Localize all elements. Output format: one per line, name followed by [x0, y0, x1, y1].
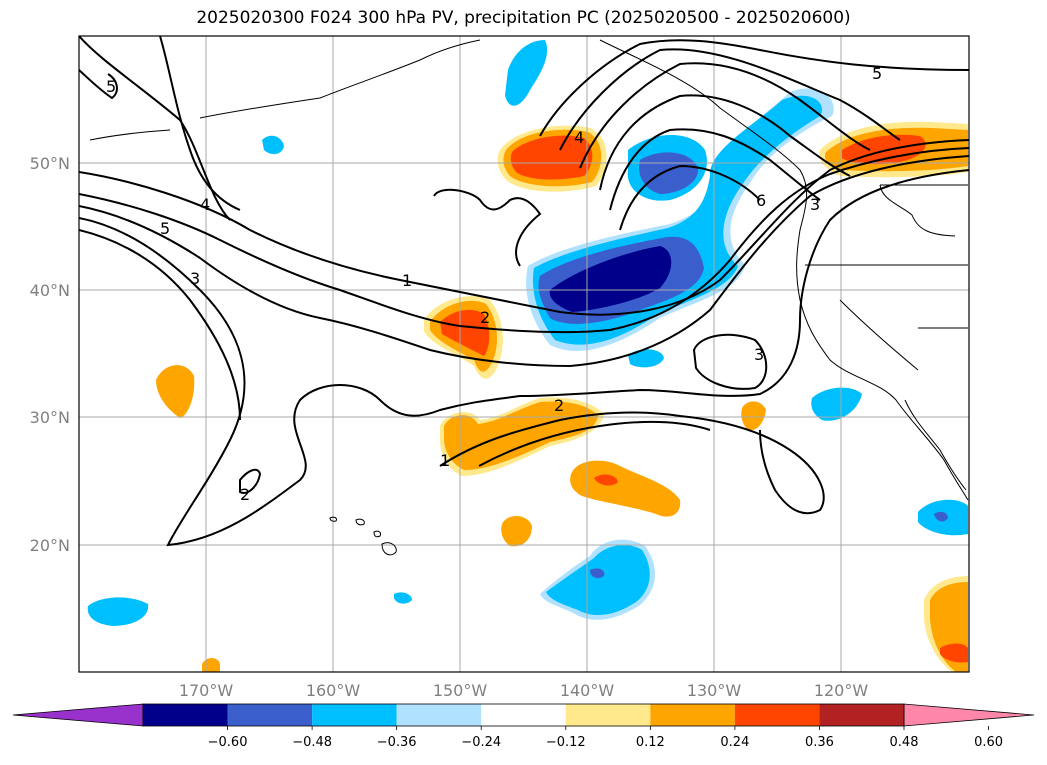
pv-contour [79, 69, 118, 100]
precip-positive-region [940, 643, 968, 663]
colorbar-box [396, 704, 482, 726]
precip-positive-region [741, 401, 766, 431]
colorbar-tick-label: 0.48 [890, 735, 919, 750]
colorbar-box [227, 704, 313, 726]
pv-contour [559, 48, 901, 151]
precip-positive-region [510, 135, 593, 180]
contour-label: 1 [440, 451, 450, 470]
precip-negative-region [590, 568, 605, 578]
colorbar-extend-high [903, 703, 1035, 727]
longitude-labels: 170°W 160°W 150°W 140°W 130°W 120°W [179, 681, 869, 700]
latitude-labels: 50°N 40°N 30°N 20°N [30, 154, 70, 555]
colorbar-box [312, 704, 397, 726]
colorbar-tick-label: −0.12 [546, 735, 586, 750]
precip-positive-region [202, 658, 220, 672]
precip-positive-region [501, 515, 532, 547]
colorbar-tick-label: −0.36 [377, 735, 417, 750]
contour-label: 5 [106, 77, 116, 96]
lat-label: 50°N [30, 154, 70, 173]
contour-label: 1 [402, 271, 412, 290]
map-title: 2025020300 F024 300 hPa PV, precipitatio… [196, 8, 851, 28]
gridlines [79, 36, 969, 672]
contour-label: 4 [200, 195, 210, 214]
contour-label: 6 [756, 191, 766, 210]
precip-negative-region [934, 511, 948, 522]
pv-contour [79, 36, 231, 221]
precip-positive-region [570, 460, 681, 517]
pv-contour [79, 169, 969, 547]
precip-negative-region [394, 592, 412, 604]
contour-label: 2 [480, 308, 490, 327]
precip-negative-region [628, 349, 664, 368]
colorbar-tick-label: 0.60 [974, 735, 1003, 750]
lon-label: 120°W [814, 681, 869, 700]
precip-negative-region [262, 135, 284, 155]
precip-positive-region [594, 474, 618, 486]
colorbar-tick-label: −0.60 [208, 735, 248, 750]
colorbar-box [143, 704, 228, 726]
pv-contour [79, 155, 969, 368]
pv-contour [439, 411, 825, 515]
precip-positive-region [444, 401, 598, 470]
contour-label: 2 [240, 485, 250, 504]
coastlines [89, 39, 969, 501]
pv-contour [79, 139, 969, 316]
precip-negative-region [87, 597, 149, 626]
pv-contour [579, 62, 871, 169]
lat-label: 30°N [30, 408, 70, 427]
pv-contour [79, 147, 969, 334]
contour-label: 2 [554, 396, 564, 415]
pv-contour [539, 39, 969, 137]
precip-negative-region [546, 544, 650, 616]
colorbar-box [650, 704, 735, 726]
colorbar-tick-label: −0.24 [461, 735, 501, 750]
lon-label: 150°W [433, 681, 488, 700]
colorbar-box [481, 704, 566, 726]
lat-label: 40°N [30, 281, 70, 300]
map-frame [78, 35, 970, 673]
precip-negative-region [549, 246, 672, 312]
contour-label: 5 [872, 64, 882, 83]
contour-label: 4 [574, 128, 584, 147]
precip-shading [87, 40, 968, 672]
pv-contour [692, 333, 768, 390]
pv-contour [609, 128, 821, 211]
colorbar-box [565, 704, 651, 726]
colorbar-extend-low [12, 703, 144, 727]
contour-label: 5 [160, 219, 170, 238]
colorbar-box [734, 704, 820, 726]
pv-contour [619, 164, 761, 231]
pv-contour [478, 420, 711, 467]
colorbar-tick-label: 0.24 [720, 735, 749, 750]
colorbar-box [819, 704, 904, 726]
contour-label: 3 [190, 269, 200, 288]
precip-positive-region [440, 309, 490, 356]
pv-contour [433, 188, 542, 267]
lon-label: 130°W [687, 681, 742, 700]
contour-label: 3 [810, 195, 820, 214]
contour-label: 3 [754, 345, 764, 364]
pv-contour [79, 229, 241, 421]
precip-negative-region [505, 40, 548, 106]
pv-contour [159, 36, 241, 211]
lat-label: 20°N [30, 536, 70, 555]
pv-contours [79, 36, 969, 547]
colorbar: −0.60 −0.48 −0.36 −0.24 −0.12 0.12 0.24 0.36 0.4… [12, 703, 1035, 750]
lon-label: 140°W [560, 681, 615, 700]
pv-contour [239, 468, 262, 494]
colorbar-tick-label: −0.48 [292, 735, 332, 750]
precip-negative-region [811, 387, 862, 421]
precip-positive-region [156, 365, 195, 418]
lon-label: 170°W [179, 681, 234, 700]
colorbar-tick-label: 0.12 [636, 735, 665, 750]
pv-contour-labels: 5 4 5 3 1 2 2 1 3 6 3 5 2 4 [106, 64, 882, 504]
colorbar-tick-label: 0.36 [805, 735, 834, 750]
colorbar-border [142, 703, 905, 727]
lon-label: 160°W [306, 681, 361, 700]
hawaii-islands [329, 516, 397, 556]
pv-contour [599, 94, 851, 191]
